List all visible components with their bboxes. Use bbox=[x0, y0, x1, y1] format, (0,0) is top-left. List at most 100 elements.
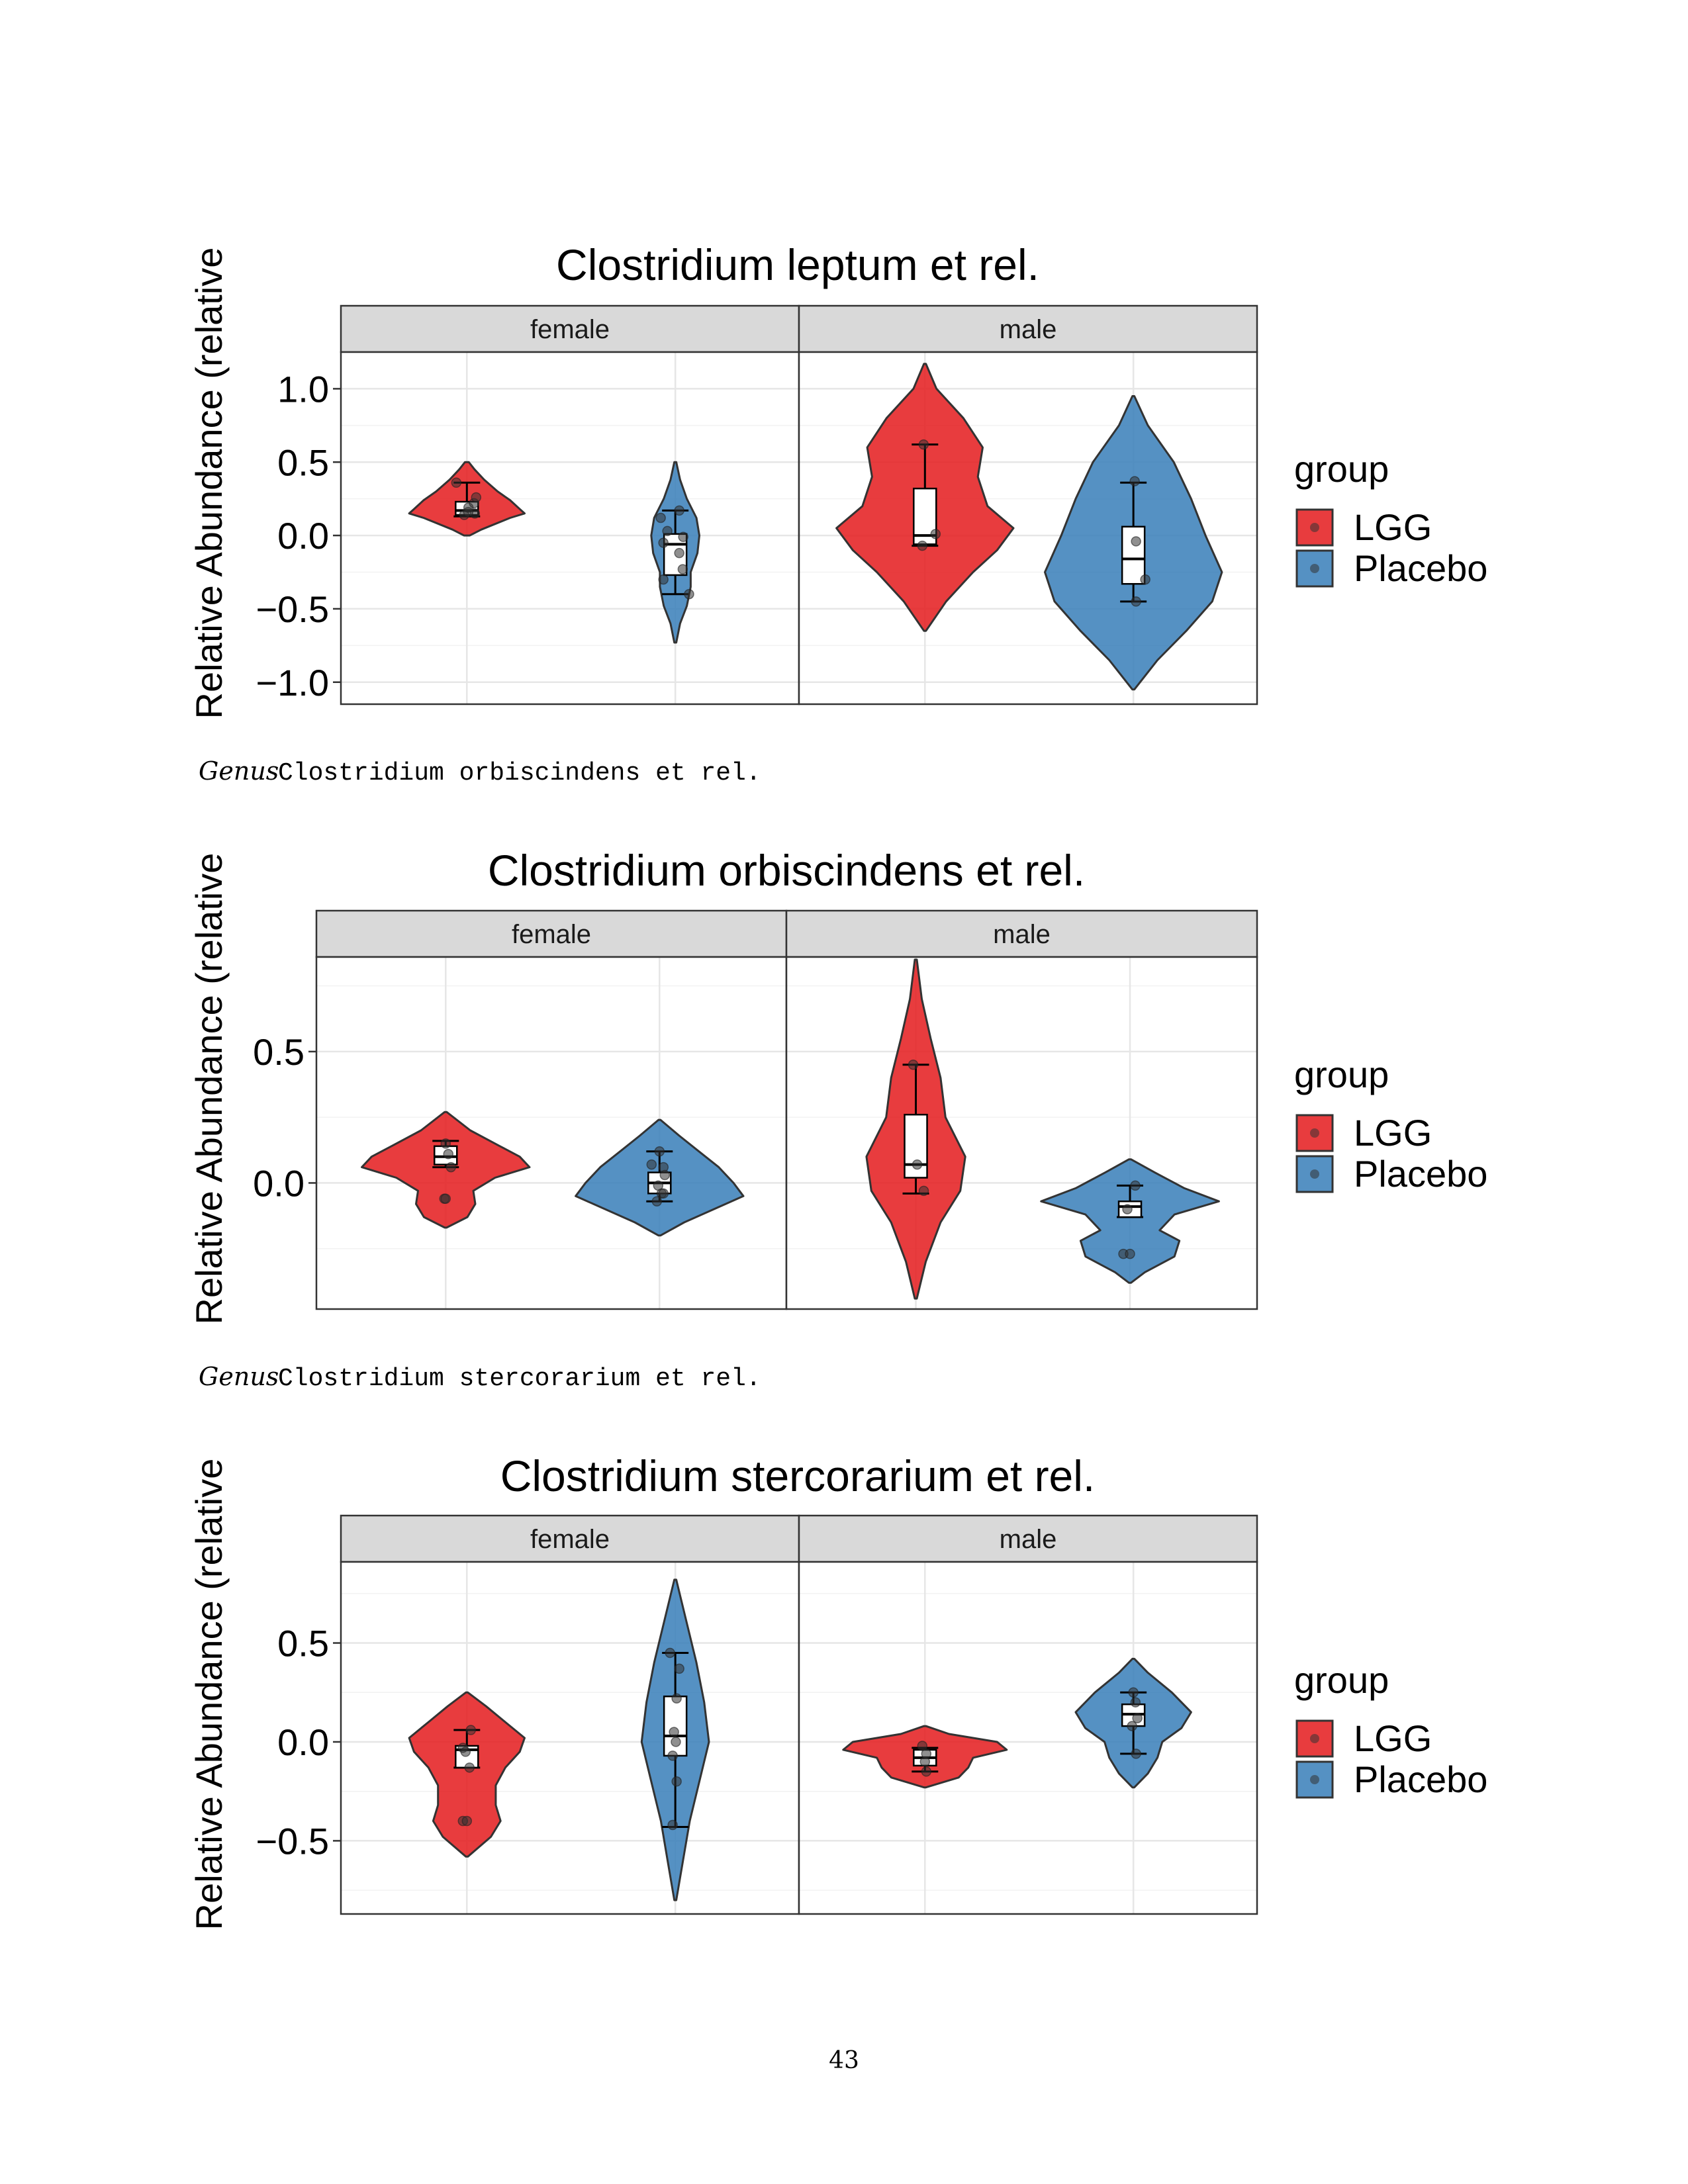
y-tick-label: 0.5 bbox=[277, 1623, 329, 1664]
chart-figure-1: Clostridium leptum et rel. female male −1.… bbox=[188, 240, 1487, 719]
data-point bbox=[918, 439, 929, 450]
data-point bbox=[684, 589, 694, 600]
facet-strip-label: female bbox=[530, 1525, 610, 1554]
facet-panel-bg bbox=[799, 1562, 1257, 1914]
plot-area: female male −1.0 −0.5 0.0 0.5 1.0 Relative Abun… bbox=[188, 248, 1487, 719]
facet-strip-label: male bbox=[1000, 315, 1057, 344]
data-point bbox=[461, 1815, 473, 1827]
facet-strip-label: male bbox=[1000, 1525, 1057, 1554]
data-point bbox=[1132, 1713, 1143, 1723]
violin-lgg bbox=[408, 1691, 526, 1858]
facet-strip-label: female bbox=[530, 315, 610, 344]
data-point bbox=[921, 1766, 932, 1777]
data-point bbox=[1130, 1697, 1141, 1707]
legend-label: LGG bbox=[1354, 506, 1432, 548]
data-point bbox=[1130, 1180, 1141, 1191]
y-tick-label: 1.0 bbox=[277, 368, 329, 410]
data-point bbox=[655, 512, 666, 523]
y-tick-label: 0.0 bbox=[277, 1721, 329, 1763]
data-point bbox=[440, 1138, 451, 1149]
data-point bbox=[1125, 1248, 1135, 1259]
data-point bbox=[1131, 596, 1141, 607]
legend-key-lgg bbox=[1295, 1719, 1334, 1758]
y-tick-label: 0.0 bbox=[277, 515, 329, 557]
facet-strip-male bbox=[785, 909, 1258, 958]
facet-strip-male bbox=[798, 1514, 1258, 1563]
chart-title: Clostridium orbiscindens et rel. bbox=[488, 846, 1085, 895]
data-point bbox=[1131, 536, 1141, 547]
data-point bbox=[445, 1161, 456, 1173]
legend-label: LGG bbox=[1354, 1112, 1432, 1154]
data-point bbox=[669, 1727, 679, 1737]
data-point bbox=[671, 1737, 681, 1747]
legend-label: Placebo bbox=[1354, 1153, 1487, 1195]
plot-area: female male −0.5 0.0 0.5 Relative Abundance (… bbox=[188, 1459, 1487, 1931]
data-point bbox=[674, 547, 684, 559]
data-point bbox=[671, 1776, 682, 1787]
data-point bbox=[667, 1751, 678, 1761]
data-point bbox=[440, 1193, 451, 1205]
data-point bbox=[451, 477, 462, 488]
violin-placebo bbox=[1040, 1158, 1220, 1284]
legend-key-point bbox=[1310, 523, 1319, 532]
facet-strip-male bbox=[798, 304, 1258, 353]
data-point bbox=[930, 529, 941, 539]
y-axis-title-group: Relative Abundance (relative bbox=[188, 853, 230, 1325]
data-point bbox=[658, 537, 669, 548]
data-point bbox=[677, 564, 688, 574]
data-point bbox=[678, 531, 688, 543]
caption-text: Clostridium orbiscindens et rel. bbox=[278, 759, 761, 788]
data-point bbox=[1127, 1721, 1137, 1731]
y-axis-title: Relative Abundance (relative bbox=[188, 853, 230, 1325]
facet-strip-female bbox=[315, 909, 788, 958]
facet-panel-bg bbox=[341, 352, 799, 704]
y-axis-title: Relative Abundance (relative bbox=[188, 1459, 230, 1931]
legend-label: Placebo bbox=[1354, 547, 1487, 589]
y-tick-label: −0.5 bbox=[256, 1820, 329, 1862]
legend-title: group bbox=[1294, 1659, 1389, 1701]
data-point bbox=[471, 492, 482, 503]
box-iqr bbox=[1121, 525, 1146, 585]
y-axis-title-group: Relative Abundance (relative bbox=[188, 248, 230, 719]
legend-key-point bbox=[1310, 1734, 1319, 1743]
data-point bbox=[918, 1185, 929, 1197]
data-point bbox=[1131, 1749, 1141, 1759]
data-point bbox=[464, 1762, 475, 1773]
chart-title: Clostridium stercorarium et rel. bbox=[500, 1451, 1096, 1500]
data-point bbox=[667, 1819, 678, 1831]
legend-key-placebo bbox=[1295, 1155, 1334, 1193]
legend-key-point bbox=[1310, 1169, 1319, 1179]
facet-panel-bg bbox=[786, 957, 1257, 1309]
data-point bbox=[1129, 476, 1140, 486]
page-number: 43 bbox=[829, 2047, 859, 2074]
data-point bbox=[674, 1663, 684, 1674]
caption-text: Clostridium stercorarium et rel. bbox=[278, 1365, 761, 1393]
plot-area: female male 0.0 0.5 Relative Abundance (rela… bbox=[188, 853, 1487, 1325]
facet-panel-border bbox=[785, 956, 1258, 1310]
legend-key-point bbox=[1310, 564, 1319, 573]
chart-figure-3: Clostridium stercorarium et rel. female m… bbox=[188, 1451, 1487, 1930]
data-point bbox=[908, 1060, 919, 1070]
y-axis-title: Relative Abundance (relative bbox=[188, 248, 230, 719]
legend-key-point bbox=[1310, 1128, 1319, 1138]
facet-strip-label: male bbox=[993, 920, 1051, 949]
data-point bbox=[443, 1149, 453, 1160]
chart-figure-2: Clostridium orbiscindens et rel. female m… bbox=[188, 846, 1487, 1324]
facet-strip-female bbox=[340, 1514, 800, 1563]
facet-panel-border bbox=[798, 351, 1258, 705]
caption-prefix: Genus bbox=[199, 756, 279, 786]
facet-panel-border bbox=[798, 1561, 1258, 1915]
legend-key-point bbox=[1310, 1775, 1319, 1784]
data-point bbox=[1140, 574, 1150, 585]
facet-strip-label: female bbox=[512, 920, 591, 949]
data-point bbox=[912, 1159, 923, 1170]
legend-title: group bbox=[1294, 1054, 1389, 1095]
data-point bbox=[919, 1756, 931, 1767]
y-tick-label: 0.0 bbox=[253, 1162, 305, 1204]
y-axis-title-group: Relative Abundance (relative bbox=[188, 1459, 230, 1931]
violin-lgg bbox=[361, 1111, 531, 1229]
data-point bbox=[1128, 1687, 1139, 1698]
data-point bbox=[659, 1169, 671, 1181]
data-point bbox=[646, 1159, 657, 1170]
